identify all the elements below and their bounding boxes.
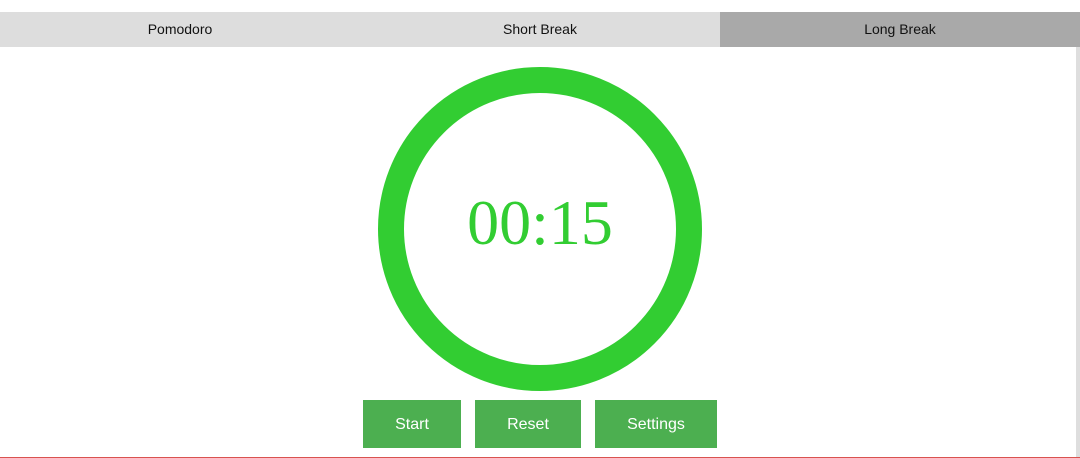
start-button[interactable]: Start bbox=[363, 400, 461, 448]
timer-controls: Start Reset Settings bbox=[0, 400, 1080, 448]
settings-button[interactable]: Settings bbox=[595, 400, 717, 448]
tab-short-break[interactable]: Short Break bbox=[360, 12, 720, 47]
progress-ring bbox=[378, 67, 702, 391]
timer-display: 00:15 bbox=[467, 187, 613, 258]
scrollbar[interactable] bbox=[1076, 47, 1080, 458]
tab-long-break[interactable]: Long Break bbox=[720, 12, 1080, 47]
progress-ring-track bbox=[378, 67, 702, 391]
reset-button[interactable]: Reset bbox=[475, 400, 581, 448]
tab-pomodoro[interactable]: Pomodoro bbox=[0, 12, 360, 47]
timer-ring: 00:15 bbox=[378, 67, 702, 391]
mode-tabs: Pomodoro Short Break Long Break bbox=[0, 12, 1080, 47]
